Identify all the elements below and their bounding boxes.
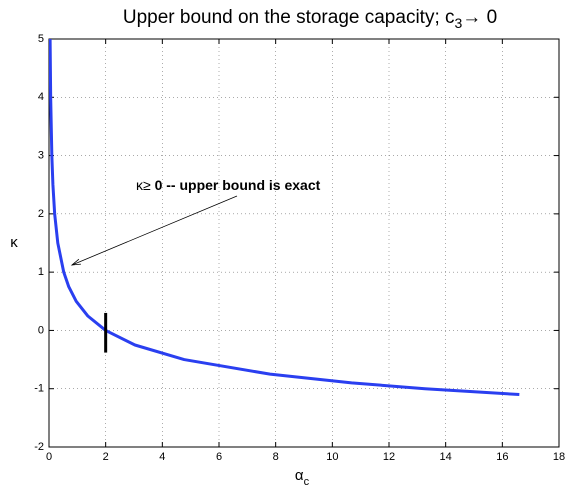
x-tick-label: 6 [216, 451, 222, 463]
y-tick-label: 5 [38, 33, 44, 45]
chart-title: Upper bound on the storage capacity; c3→… [123, 7, 497, 31]
y-tick-label: -1 [34, 383, 44, 395]
annotation-symbol: κ≥ [136, 177, 155, 193]
x-tick-label: 18 [553, 451, 565, 463]
x-tick-label: 16 [496, 451, 508, 463]
y-tick-label: 4 [38, 91, 44, 103]
title-subscript: 3 [455, 15, 463, 31]
x-label-subscript: c [304, 476, 310, 488]
y-tick-label: 0 [38, 324, 44, 336]
x-tick-label: 12 [383, 451, 395, 463]
x-tick-label: 0 [46, 451, 52, 463]
y-tick-label: -2 [34, 441, 44, 453]
annotation-text: 0 -- upper bound is exact [155, 177, 321, 193]
annotation: κ≥ 0 -- upper bound is exact [136, 177, 321, 193]
x-tick-label: 10 [326, 451, 338, 463]
x-axis-label: αc [295, 467, 310, 488]
y-tick-label: 1 [38, 266, 44, 278]
title-text: → 0 [462, 7, 497, 28]
x-tick-label: 8 [273, 451, 279, 463]
y-axis-label: κ [10, 234, 18, 251]
arrow-head [70, 258, 81, 266]
title-text: Upper bound on the storage capacity; c [123, 7, 455, 28]
annotation-arrow [71, 195, 238, 266]
y-tick-label: 3 [38, 149, 44, 161]
x-label-text: α [295, 467, 304, 484]
y-tick-label: 2 [38, 208, 44, 220]
x-tick-label: 2 [103, 451, 109, 463]
data-line [49, 39, 520, 397]
plot-frame [48, 38, 560, 448]
x-tick-label: 4 [159, 451, 165, 463]
x-tick-label: 14 [440, 451, 452, 463]
